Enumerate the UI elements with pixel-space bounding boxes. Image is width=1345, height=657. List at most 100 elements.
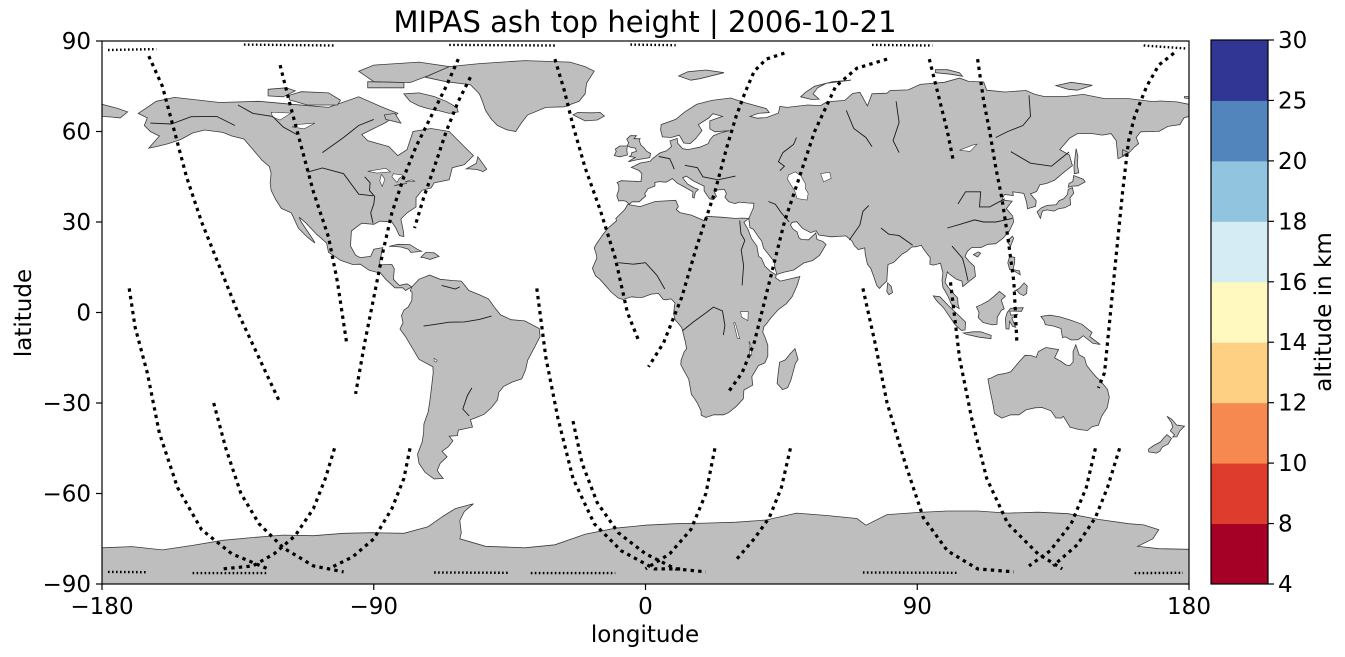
track-segment-7 <box>725 57 888 395</box>
colorbar-bin <box>1211 221 1268 283</box>
river-23 <box>658 156 675 170</box>
river-16 <box>951 245 969 281</box>
land-sumatra <box>932 295 967 331</box>
river-9 <box>845 110 873 147</box>
colorbar-bin <box>1211 402 1268 464</box>
track-segment-20 <box>1096 51 1175 389</box>
land-svalbard <box>677 69 725 81</box>
land-north-america <box>137 96 474 291</box>
track-segment-19 <box>1052 447 1122 568</box>
lake-7 <box>404 179 416 183</box>
colorbar-tick-label: 8 <box>1278 512 1293 538</box>
track-segment-13 <box>571 420 707 574</box>
lake-14 <box>433 357 438 363</box>
lake-8 <box>270 111 292 121</box>
land-sri-lanka <box>886 282 893 296</box>
lake-4 <box>379 173 386 188</box>
x-tick-label: −90 <box>349 594 398 620</box>
land-antarctica <box>102 503 1189 584</box>
colorbar-bin <box>1211 100 1268 162</box>
land-australia <box>987 343 1110 431</box>
colorbar-tick-label: 18 <box>1278 209 1307 235</box>
colorbar-bin <box>1211 463 1268 525</box>
x-tick-label: 90 <box>903 594 932 620</box>
river-17 <box>1010 151 1070 167</box>
lake-layer <box>270 111 978 363</box>
river-13 <box>957 191 1006 208</box>
y-tick-label: −30 <box>42 391 91 417</box>
land-philippines-mindanao <box>1013 282 1028 297</box>
land-great-britain <box>626 135 652 163</box>
colorbar-tick-label: 20 <box>1278 149 1307 175</box>
colorbar-bin <box>1211 160 1268 222</box>
river-5 <box>682 306 726 336</box>
land-eurasia <box>616 77 1189 310</box>
river-layer <box>150 95 1070 417</box>
land-newfoundland <box>464 155 488 173</box>
y-axis-label: latitude <box>11 269 37 357</box>
river-20 <box>150 115 236 126</box>
river-19 <box>441 284 460 290</box>
land-hispaniola <box>420 252 440 260</box>
satellite-track-layer <box>127 51 1175 574</box>
river-11 <box>995 95 1031 138</box>
x-tick-label: −180 <box>70 594 133 620</box>
lake-3 <box>367 167 392 174</box>
polar-track-1 <box>107 47 157 52</box>
land-borneo <box>975 290 1007 326</box>
polar-track-3 <box>449 43 555 47</box>
y-tick-label: 90 <box>62 29 91 55</box>
y-axis: −90 −60 −30 0 30 60 90 <box>42 29 102 598</box>
colorbar-frame <box>1210 39 1269 585</box>
lake-2 <box>820 171 832 183</box>
colorbar-tick-label: 25 <box>1278 88 1307 114</box>
track-segment-10 <box>222 447 337 571</box>
land-new-zealand-north <box>1166 415 1186 438</box>
land-cuba <box>389 243 423 253</box>
colorbar-bin <box>1211 523 1268 585</box>
x-tick-label: 180 <box>1167 594 1211 620</box>
river-24 <box>684 164 736 181</box>
track-segment-18 <box>1028 447 1097 568</box>
track-segment-8 <box>127 288 269 571</box>
colorbar: 4 8 10 12 14 16 18 20 25 30 <box>1211 28 1307 598</box>
y-tick-label: −60 <box>42 482 91 508</box>
land-wrangel-island <box>1184 96 1189 100</box>
land-new-zealand-south <box>1148 434 1173 454</box>
land-hainan <box>972 251 982 258</box>
river-18 <box>462 387 473 417</box>
land-south-america <box>399 274 541 480</box>
land-novaya-zemlya <box>799 79 851 100</box>
y-tick-label: 0 <box>76 301 91 327</box>
lake-1 <box>787 171 809 201</box>
river-10 <box>892 101 900 153</box>
lake-11 <box>733 322 741 340</box>
track-segment-12 <box>535 288 682 571</box>
land-new-siberian-islands <box>1054 81 1093 91</box>
land-ellesmere-island <box>357 61 451 84</box>
lake-13 <box>959 143 978 152</box>
y-tick-label: 30 <box>62 210 91 236</box>
river-1 <box>423 315 492 327</box>
river-14 <box>880 227 913 246</box>
land-japan-hokkaido <box>1067 174 1086 188</box>
y-tick-label: −90 <box>42 572 91 598</box>
land-ireland <box>613 145 628 158</box>
y-tick-label: 60 <box>62 120 91 146</box>
x-axis-label: longitude <box>591 622 699 648</box>
polar-track-2 <box>243 43 335 47</box>
land-greenland <box>423 60 595 132</box>
track-segment-9 <box>212 402 344 574</box>
track-segment-17 <box>948 282 1064 571</box>
colorbar-tick-label: 14 <box>1278 330 1307 356</box>
colorbar-bin <box>1211 281 1268 343</box>
lake-5 <box>391 173 405 184</box>
river-22 <box>322 118 374 153</box>
land-chukotka-west-tip <box>102 103 129 119</box>
track-segment-2 <box>278 64 349 343</box>
land-new-guinea <box>1040 314 1101 345</box>
polar-track-6 <box>1143 44 1187 50</box>
colorbar-tick-label: 12 <box>1278 391 1307 417</box>
land-philippines-luzon <box>1007 256 1021 276</box>
